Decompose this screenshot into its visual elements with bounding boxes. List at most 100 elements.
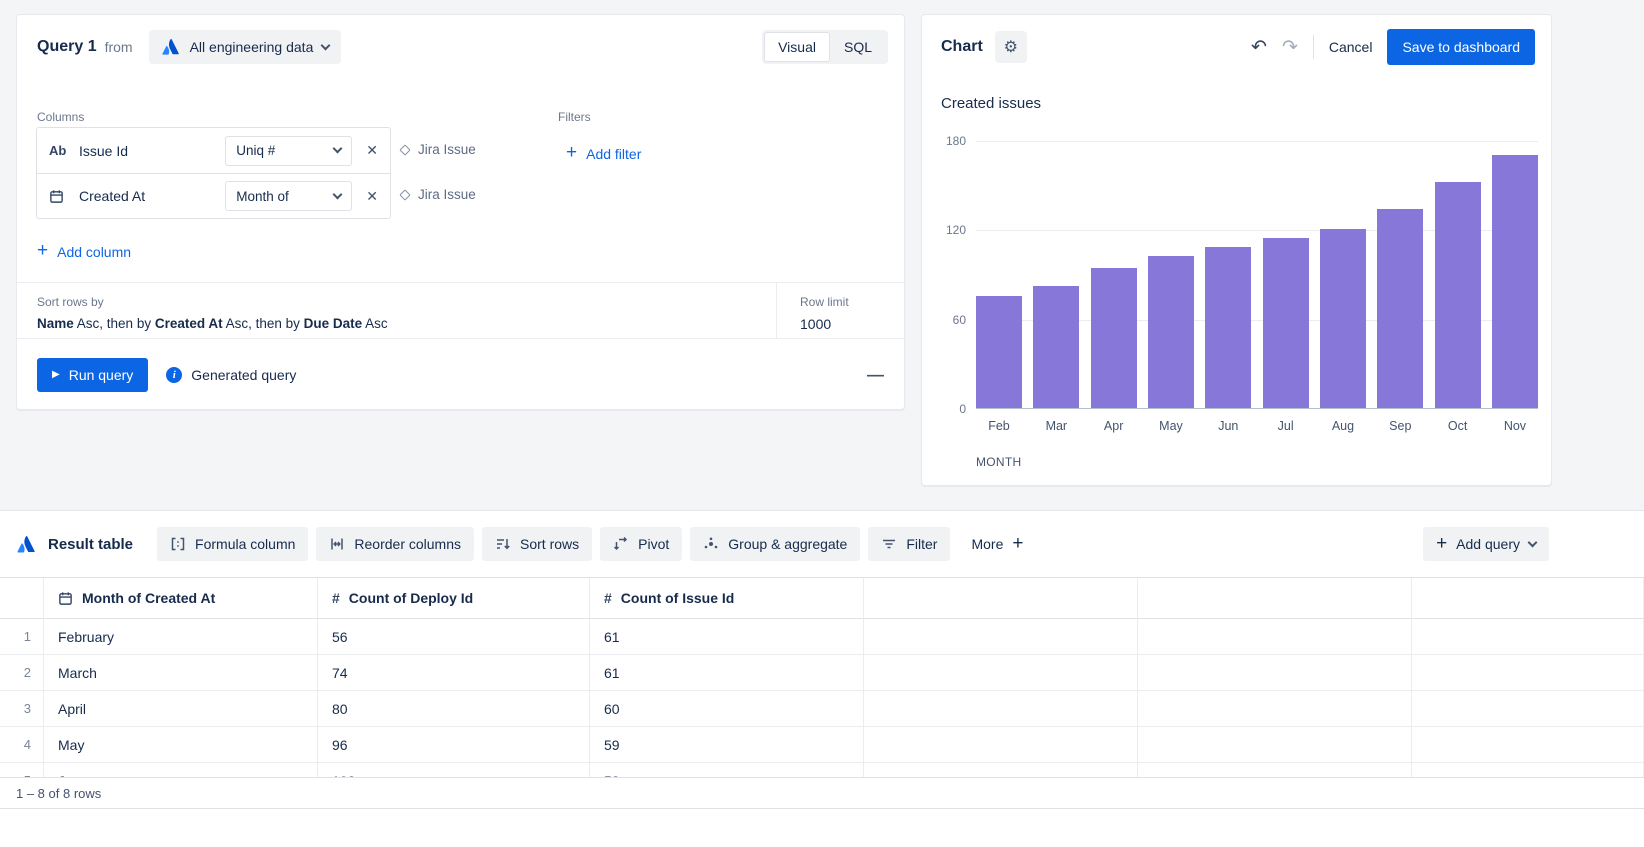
table-row[interactable]: 1 February 56 61	[0, 619, 1644, 655]
empty-cell	[864, 763, 1138, 777]
chart-y-tick: 180	[945, 134, 966, 148]
aggregation-value: Uniq #	[236, 143, 276, 158]
chart-x-labels: Feb Mar Apr May Jun Jul Aug Sep Oct Nov	[976, 419, 1538, 433]
aggregation-dropdown[interactable]: Month of	[225, 181, 353, 211]
add-query-button[interactable]: + Add query	[1423, 527, 1549, 561]
table-cell: June	[44, 763, 318, 777]
table-cell: 74	[318, 655, 590, 691]
column-header-issue-count[interactable]: # Count of Issue Id	[590, 578, 864, 619]
reorder-columns-button[interactable]: Reorder columns	[316, 527, 475, 561]
column-row-issue-id: Ab Issue Id Uniq # ✕	[37, 128, 390, 173]
chevron-down-icon	[320, 40, 331, 50]
formula-column-button[interactable]: Formula column	[157, 527, 309, 561]
table-body: 1 February 56 61 2 March 74 61 3 April 80 60 4 May 96 5…	[0, 619, 1644, 777]
chart-panel: Chart ⚙ ↶ ↷ Cancel Save to dashboard Cre…	[921, 14, 1552, 486]
more-button[interactable]: More +	[958, 527, 1036, 561]
empty-column-header	[864, 578, 1138, 619]
table-row[interactable]: 2 March 74 61	[0, 655, 1644, 691]
chart-bar-sep[interactable]	[1377, 208, 1424, 408]
add-query-label: Add query	[1456, 536, 1520, 552]
table-cell: 58	[590, 763, 864, 777]
remove-column-button[interactable]: ✕	[366, 187, 378, 204]
chart-y-tick: 0	[959, 402, 966, 416]
filter-button[interactable]: Filter	[868, 527, 951, 561]
row-number: 3	[0, 691, 44, 727]
table-row[interactable]: 4 May 96 59	[0, 727, 1644, 763]
result-table: Month of Created At # Count of Deploy Id…	[0, 577, 1644, 777]
column-sources: Jira Issue Jira Issue	[399, 127, 476, 217]
sort-rows-button[interactable]: Sort rows	[482, 527, 593, 561]
plus-icon: +	[1012, 532, 1024, 554]
chart-x-tick: May	[1159, 419, 1183, 433]
empty-column-header	[1412, 578, 1644, 619]
run-query-button[interactable]: ▶ Run query	[37, 357, 149, 392]
chart-bars	[976, 141, 1538, 408]
view-mode-toggle: Visual SQL	[762, 30, 888, 64]
table-row[interactable]: 5June10358	[0, 763, 1644, 777]
columns-label: Columns	[37, 110, 85, 124]
generated-query-toggle[interactable]: i Generated query	[166, 366, 297, 383]
row-number: 2	[0, 655, 44, 691]
undo-button[interactable]: ↶	[1251, 36, 1267, 58]
query-builder-panel: Query 1 from All engineering data Visual…	[16, 14, 905, 410]
query-title: Query 1	[37, 38, 97, 55]
source-label: Jira Issue	[418, 142, 476, 157]
remove-column-button[interactable]: ✕	[366, 142, 378, 158]
empty-cell	[1412, 727, 1644, 763]
chart-y-tick: 120	[945, 223, 966, 238]
plus-icon: +	[566, 142, 578, 163]
chart-gridline	[976, 319, 1538, 321]
add-filter-button[interactable]: + Add filter	[566, 142, 641, 163]
chart-bar-apr[interactable]	[1090, 268, 1137, 408]
chart-bar-aug[interactable]	[1319, 229, 1366, 408]
row-number: 5	[0, 763, 44, 777]
chart-bar-jun[interactable]	[1205, 247, 1252, 408]
column-source: Jira Issue	[399, 127, 476, 172]
group-aggregate-button[interactable]: Group & aggregate	[690, 527, 861, 561]
chart-settings-button[interactable]: ⚙	[994, 31, 1027, 63]
play-icon: ▶	[52, 368, 60, 380]
empty-cell	[864, 655, 1138, 691]
divider	[1312, 35, 1314, 59]
generated-query-label: Generated query	[191, 366, 297, 383]
aggregation-dropdown[interactable]: Uniq #	[225, 135, 353, 166]
table-row[interactable]: 3 April 80 60	[0, 691, 1644, 727]
chart-bar-may[interactable]	[1147, 256, 1194, 408]
divider	[776, 282, 777, 339]
tab-sql[interactable]: SQL	[830, 32, 886, 62]
chevron-down-icon	[332, 189, 343, 199]
plus-icon: +	[1436, 532, 1448, 554]
table-cell: February	[44, 619, 318, 655]
column-header-month[interactable]: Month of Created At	[44, 578, 318, 619]
chart-bar-jul[interactable]	[1262, 238, 1309, 408]
result-table-title: Result table	[16, 534, 133, 555]
datasource-selector[interactable]: All engineering data	[148, 30, 342, 64]
empty-cell	[1138, 763, 1412, 777]
chart-bar-nov[interactable]	[1491, 154, 1538, 408]
number-type-icon: #	[332, 590, 340, 606]
query-header: Query 1 from All engineering data Visual…	[37, 29, 888, 65]
table-cell: 56	[318, 619, 590, 655]
empty-cell	[864, 691, 1138, 727]
save-to-dashboard-button[interactable]: Save to dashboard	[1387, 29, 1535, 65]
column-header-deploy-count[interactable]: # Count of Deploy Id	[318, 578, 590, 619]
chart-bar-mar[interactable]	[1033, 285, 1080, 408]
chart-bar-oct[interactable]	[1434, 181, 1481, 408]
collapse-panel-button[interactable]: —	[867, 364, 884, 384]
pivot-button[interactable]: Pivot	[600, 527, 683, 561]
table-status-bar: 1 – 8 of 8 rows	[0, 777, 1644, 809]
chart-x-tick: Sep	[1389, 419, 1412, 433]
sort-value[interactable]: Name Asc, then by Created At Asc, then b…	[37, 316, 388, 331]
redo-button[interactable]: ↷	[1281, 36, 1298, 58]
chart-x-axis-title: MONTH	[976, 455, 1022, 469]
chart-gridline	[976, 141, 1538, 142]
more-label: More	[971, 536, 1004, 552]
tab-visual[interactable]: Visual	[764, 32, 830, 62]
chart-bar-feb[interactable]	[976, 296, 1022, 408]
add-column-button[interactable]: + Add column	[37, 241, 131, 260]
cancel-button[interactable]: Cancel	[1328, 39, 1373, 55]
row-limit-value[interactable]: 1000	[800, 316, 832, 332]
chart-y-axis: 0 60 120 180	[922, 134, 966, 416]
divider	[17, 338, 904, 339]
table-cell: 59	[590, 727, 864, 763]
